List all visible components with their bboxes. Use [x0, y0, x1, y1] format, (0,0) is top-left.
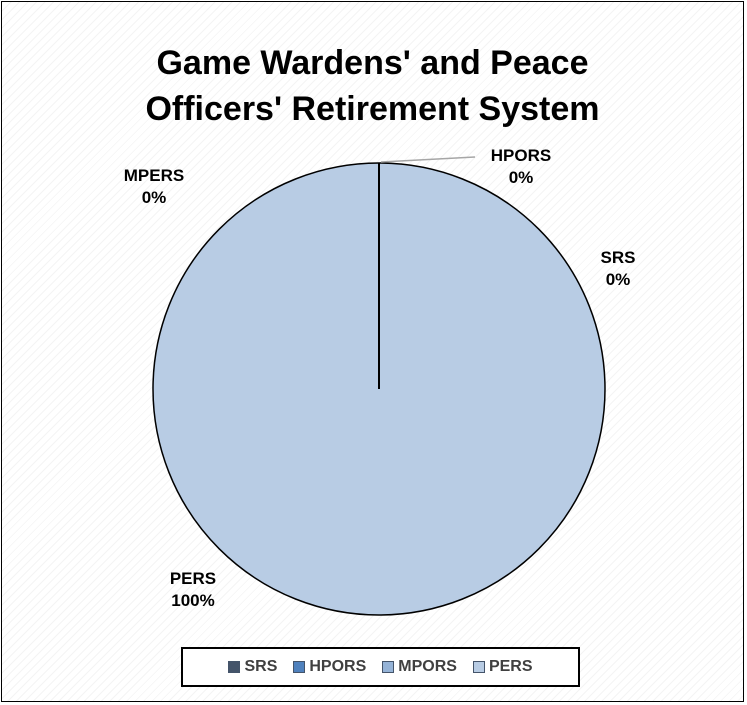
data-label-pers: PERS 100%	[169, 569, 217, 610]
legend-label-mpors: MPORS	[398, 658, 457, 675]
legend-label-srs: SRS	[244, 658, 278, 675]
legend-swatch-pers	[472, 661, 485, 673]
chart-title-line-2: Officers' Retirement System	[145, 90, 600, 128]
legend-item-pers: PERS	[472, 658, 533, 676]
data-label-hpors: HPORS 0%	[490, 146, 552, 187]
legend-label-hpors: HPORS	[309, 658, 367, 675]
legend-item-hpors: HPORS	[293, 658, 366, 676]
legend-item-srs: SRS	[228, 658, 277, 676]
chart-legend: SRS HPORS MPORS PERS	[181, 647, 580, 687]
chart-title-line-1: Game Wardens' and Peace	[156, 44, 589, 82]
legend-swatch-hpors	[293, 661, 306, 673]
hpors-leader-line	[380, 156, 476, 163]
data-label-mpers: MPERS 0%	[123, 166, 185, 207]
legend-label-pers: PERS	[488, 658, 533, 675]
legend-swatch-srs	[228, 661, 241, 673]
chart-title: Game Wardens' and Peace Officers' Retire…	[2, 40, 743, 132]
data-label-srs: SRS 0%	[600, 248, 636, 289]
legend-item-mpors: MPORS	[382, 658, 457, 676]
legend-swatch-mpors	[382, 661, 395, 673]
